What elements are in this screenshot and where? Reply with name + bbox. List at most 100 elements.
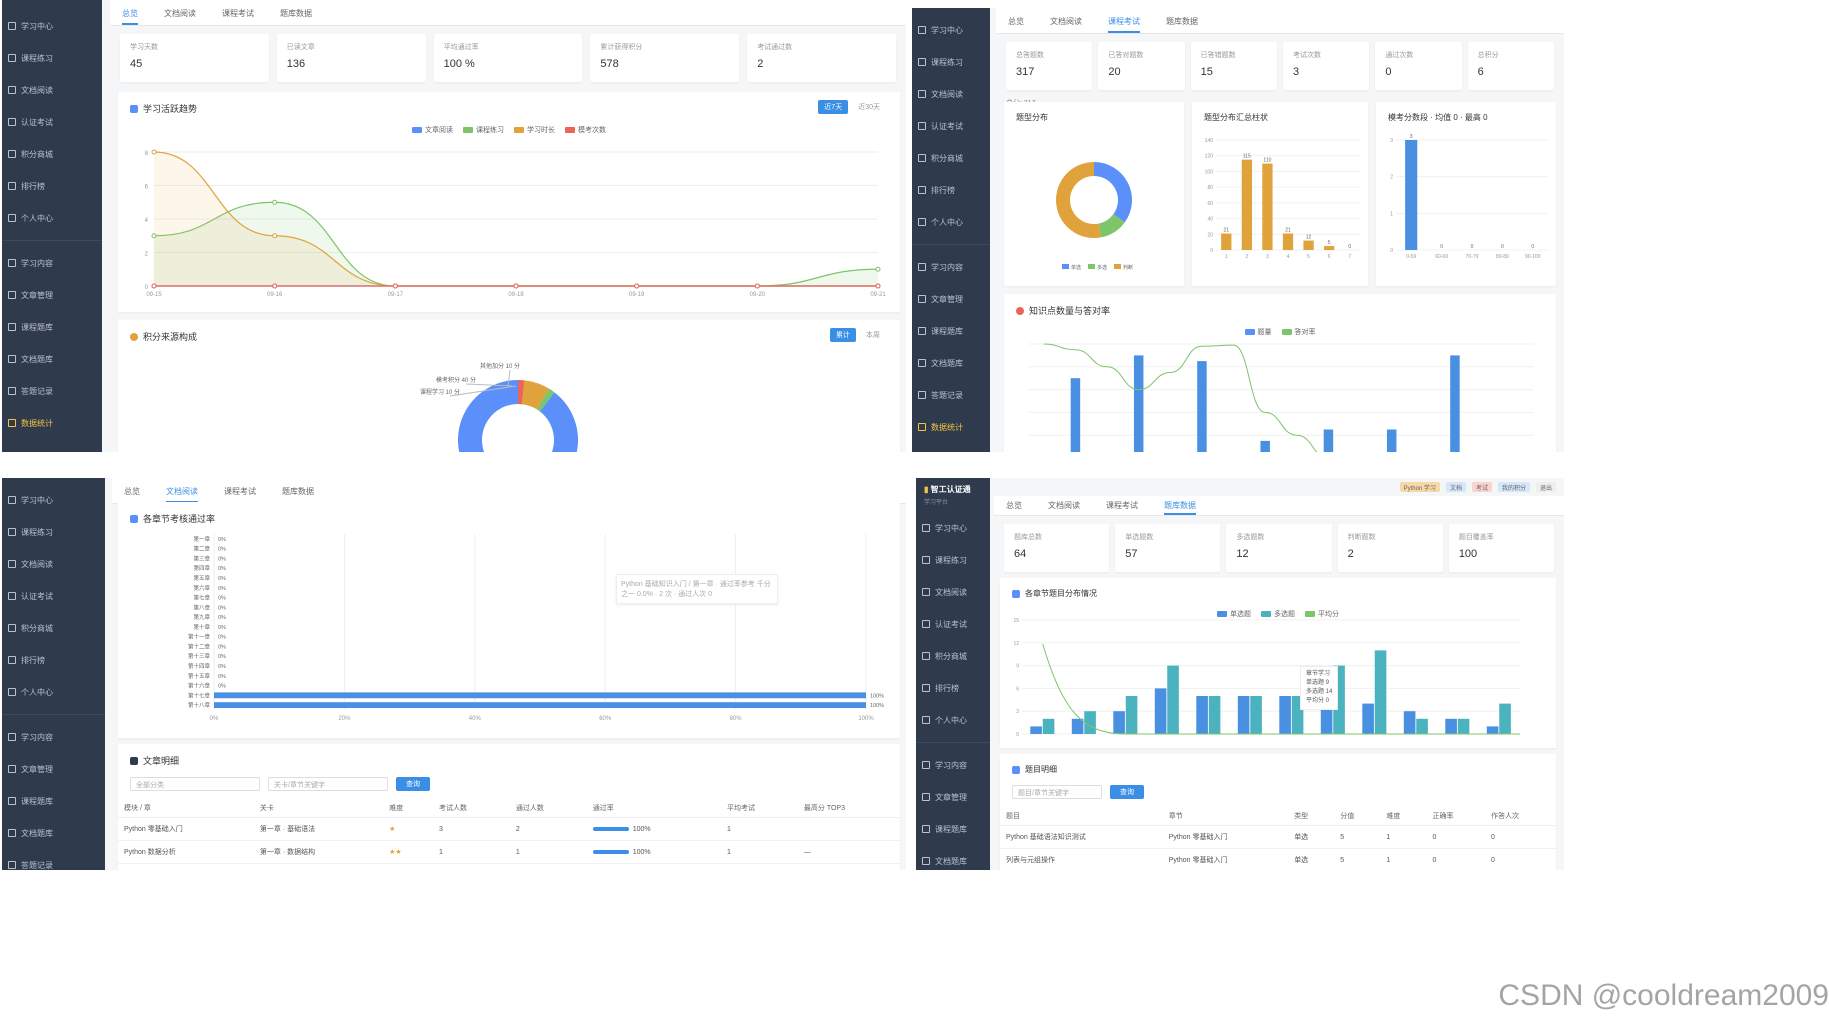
sidebar-item[interactable]: 答题记录 xyxy=(2,375,102,407)
sidebar-item[interactable]: 认证考试 xyxy=(912,110,990,142)
toggle-week[interactable]: 本周 xyxy=(866,332,880,339)
sidebar-item[interactable]: 排行榜 xyxy=(916,672,990,704)
sidebar-item[interactable]: 文档阅读 xyxy=(2,548,105,580)
table-row[interactable]: Python 基础语法知识测试 Python 零基础入门 单选 5 1 0 0 xyxy=(1000,825,1556,849)
keyword-input[interactable]: 关卡/章节关键字 xyxy=(268,777,388,791)
mix-title: 知识点数量与答对率 xyxy=(1029,306,1111,316)
tab-item[interactable]: 课程考试 xyxy=(1108,16,1140,33)
sidebar-item[interactable]: 课程练习 xyxy=(912,46,990,78)
bank-search-button[interactable]: 查询 xyxy=(1110,785,1144,799)
sidebar-item[interactable]: 文档题库 xyxy=(916,845,990,870)
header-tag[interactable]: Python 学习 xyxy=(1399,482,1440,492)
bar-value-label: 0% xyxy=(218,556,226,562)
sidebar-item[interactable]: 排行榜 xyxy=(2,644,105,676)
tab-item[interactable]: 文档阅读 xyxy=(166,486,198,503)
table-row[interactable]: Python 数据分析 第一章 · 数据结构 ★★ 1 1 100% 1 — xyxy=(118,840,900,864)
tab-item[interactable]: 文档阅读 xyxy=(1050,17,1082,26)
sidebar-item[interactable]: 文档阅读 xyxy=(916,576,990,608)
sidebar-item[interactable]: 课程练习 xyxy=(2,42,102,74)
legend-swatch xyxy=(1244,329,1255,335)
sidebar-item[interactable]: 文章管理 xyxy=(2,279,102,311)
search-button[interactable]: 查询 xyxy=(396,777,430,791)
bar xyxy=(214,692,866,699)
tab-item[interactable]: 总览 xyxy=(122,8,138,25)
sidebar-item[interactable]: 课程题库 xyxy=(2,785,105,817)
tab-item[interactable]: 题库数据 xyxy=(1166,17,1198,26)
bar-value-label: 3 xyxy=(1410,134,1413,140)
stats-row: 学习天数 45 已读文章 136 平均通过率 100 % 累计获得积分 578 考试通过数 2 xyxy=(110,26,906,90)
sidebar-item[interactable]: 文档阅读 xyxy=(2,74,102,106)
sidebar-item[interactable]: 文档题库 xyxy=(2,343,102,375)
sidebar-item[interactable]: 学习内容 xyxy=(916,749,990,781)
trend-legend: 文章阅读 课程练习 学习时长 模考次数 xyxy=(118,125,900,135)
stat-label: 总积分 xyxy=(1477,52,1499,59)
tab-item[interactable]: 总览 xyxy=(1008,17,1024,26)
sidebar-item[interactable]: 学习中心 xyxy=(2,10,102,42)
sidebar-item[interactable]: 课程练习 xyxy=(2,516,105,548)
sidebar-item[interactable]: 个人中心 xyxy=(2,202,102,234)
sidebar-item[interactable]: 积分商城 xyxy=(912,142,990,174)
category-select[interactable]: 全部分类 xyxy=(130,777,260,791)
tab-item[interactable]: 题库数据 xyxy=(282,487,314,496)
menu-icon xyxy=(918,359,926,367)
tab-item[interactable]: 总览 xyxy=(1006,501,1022,510)
tab-item[interactable]: 文档阅读 xyxy=(164,9,196,18)
menu-icon xyxy=(8,829,16,837)
sidebar-item[interactable]: 排行榜 xyxy=(2,170,102,202)
sidebar-item[interactable]: 文章管理 xyxy=(912,283,990,315)
bank-keyword-input[interactable]: 题目/章节关键字 xyxy=(1012,785,1102,799)
sidebar-item[interactable]: 学习中心 xyxy=(916,512,990,544)
sidebar-item[interactable]: 学习中心 xyxy=(912,14,990,46)
header-tag[interactable]: 我的积分 xyxy=(1497,482,1530,492)
tab-item[interactable]: 总览 xyxy=(124,487,140,496)
header-tag[interactable]: 文档 xyxy=(1445,482,1466,492)
sidebar-item[interactable]: 排行榜 xyxy=(912,174,990,206)
toggle-7days[interactable]: 近7天 xyxy=(818,100,849,114)
sidebar-item[interactable]: 个人中心 xyxy=(2,676,105,708)
toggle-30days[interactable]: 近30天 xyxy=(858,104,880,111)
sidebar-item[interactable]: 文档题库 xyxy=(2,817,105,849)
tab-item[interactable]: 题库数据 xyxy=(1164,500,1196,515)
cell-text: Python 零基础入门 xyxy=(1168,857,1228,864)
tab-item[interactable]: 课程考试 xyxy=(1106,501,1138,510)
sidebar-item[interactable]: 学习内容 xyxy=(2,247,102,279)
sidebar-item[interactable]: 个人中心 xyxy=(916,704,990,736)
menu-icon xyxy=(918,295,926,303)
table-row[interactable]: 列表与元组操作 Python 零基础入门 单选 5 1 0 0 xyxy=(1000,848,1556,870)
sidebar-item[interactable]: 答题记录 xyxy=(912,379,990,411)
sidebar-item[interactable]: 文档题库 xyxy=(912,347,990,379)
toggle-total[interactable]: 累计 xyxy=(830,328,856,342)
x-tick-label: 80% xyxy=(730,716,743,722)
sidebar-item[interactable]: 积分商城 xyxy=(916,640,990,672)
sidebar-item[interactable]: 课程题库 xyxy=(2,311,102,343)
bar xyxy=(1221,233,1232,250)
tab-item[interactable]: 题库数据 xyxy=(280,9,312,18)
sidebar-item[interactable]: 文章管理 xyxy=(916,781,990,813)
sidebar-item[interactable]: 数据统计 xyxy=(2,407,102,439)
tab-item[interactable]: 课程考试 xyxy=(222,9,254,18)
progress-bar xyxy=(592,849,629,854)
table-row[interactable]: Python 零基础入门 第一章 · 基础语法 ★ 3 2 100% 1 xyxy=(118,817,900,841)
sidebar-item[interactable]: 数据统计 xyxy=(912,411,990,443)
sidebar-item[interactable]: 积分商城 xyxy=(2,138,102,170)
sidebar-item[interactable]: 积分商城 xyxy=(2,612,105,644)
sidebar-item[interactable]: 文档阅读 xyxy=(912,78,990,110)
tab-item[interactable]: 课程考试 xyxy=(224,487,256,496)
table-header: 平均考试 xyxy=(721,799,798,818)
sidebar-item[interactable]: 认证考试 xyxy=(916,608,990,640)
sidebar-item[interactable]: 学习中心 xyxy=(2,484,105,516)
sidebar-item[interactable]: 学习内容 xyxy=(2,721,105,753)
tab-item[interactable]: 文档阅读 xyxy=(1048,501,1080,510)
sidebar-item[interactable]: 文章管理 xyxy=(2,753,105,785)
bar xyxy=(1333,665,1345,734)
header-tag[interactable]: 考试 xyxy=(1471,482,1492,492)
sidebar-item[interactable]: 课程练习 xyxy=(916,544,990,576)
sidebar-item[interactable]: 答题记录 xyxy=(2,849,105,870)
sidebar-item[interactable]: 课程题库 xyxy=(912,315,990,347)
sidebar-item[interactable]: 个人中心 xyxy=(912,206,990,238)
sidebar-item[interactable]: 学习内容 xyxy=(912,251,990,283)
header-tag[interactable]: 退出 xyxy=(1535,482,1556,492)
sidebar-item[interactable]: 认证考试 xyxy=(2,580,105,612)
sidebar-item[interactable]: 课程题库 xyxy=(916,813,990,845)
sidebar-item[interactable]: 认证考试 xyxy=(2,106,102,138)
